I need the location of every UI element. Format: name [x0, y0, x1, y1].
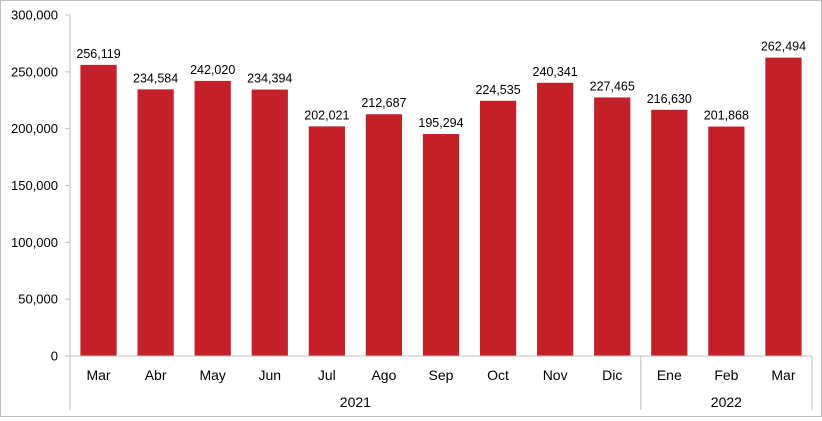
- x-tick-label: Ago: [371, 367, 396, 383]
- data-label: 224,535: [475, 83, 520, 97]
- bar: [594, 97, 631, 356]
- y-tick-label: 250,000: [11, 64, 58, 79]
- bar: [765, 57, 802, 356]
- x-tick-label: Dic: [602, 367, 622, 383]
- data-label: 234,584: [133, 71, 178, 85]
- x-tick-label: May: [199, 367, 225, 383]
- data-label: 256,119: [76, 47, 120, 61]
- y-tick-label: 100,000: [11, 235, 58, 250]
- y-tick-label: 50,000: [18, 292, 58, 307]
- y-axis: 0 50,000 100,000 150,000 200,000 250,000 300,0…: [11, 8, 71, 364]
- year-label: 2022: [711, 394, 742, 410]
- x-tick-label: Ene: [657, 367, 682, 383]
- y-tick-label: 300,000: [11, 8, 58, 23]
- data-label: 212,687: [361, 96, 406, 110]
- bar: [651, 109, 688, 356]
- x-tick-label: Nov: [543, 367, 568, 383]
- x-tick-label: Abr: [145, 367, 167, 383]
- data-label: 216,630: [647, 92, 692, 106]
- data-label: 201,868: [704, 109, 749, 123]
- x-axis: Mar Abr May Jun Jul Ago Sep Oct Nov Dic Ene Feb Mar 2…: [69, 355, 813, 410]
- bar: [137, 89, 174, 356]
- data-label: 242,020: [190, 63, 235, 77]
- data-labels: 256,119 234,584 242,020 234,394 202,021 212,6…: [76, 40, 806, 130]
- y-tick-label: 200,000: [11, 121, 58, 136]
- x-tick-label: Mar: [86, 367, 110, 383]
- bar: [537, 82, 574, 357]
- data-label: 227,465: [590, 79, 635, 93]
- x-tick-label: Feb: [714, 367, 738, 383]
- data-label: 262,494: [761, 40, 806, 54]
- y-tick-label: 0: [51, 349, 58, 364]
- bar: [80, 64, 117, 357]
- bars: [80, 57, 802, 357]
- bar: [308, 126, 345, 356]
- data-label: 234,394: [247, 72, 292, 86]
- bar: [708, 126, 745, 357]
- bar: [365, 114, 403, 356]
- x-tick-label: Jul: [318, 367, 336, 383]
- data-label: 240,341: [533, 65, 578, 79]
- year-label: 2021: [340, 394, 371, 410]
- data-label: 195,294: [418, 116, 463, 130]
- x-tick-label: Oct: [487, 367, 509, 383]
- bar: [422, 134, 460, 356]
- y-tick-label: 150,000: [11, 178, 58, 193]
- x-tick-label: Sep: [429, 367, 454, 383]
- x-tick-label: Jun: [258, 367, 281, 383]
- bar: [479, 100, 517, 356]
- bar: [251, 89, 288, 357]
- x-tick-label: Mar: [771, 367, 795, 383]
- data-label: 202,021: [304, 108, 349, 122]
- bar: [194, 80, 231, 356]
